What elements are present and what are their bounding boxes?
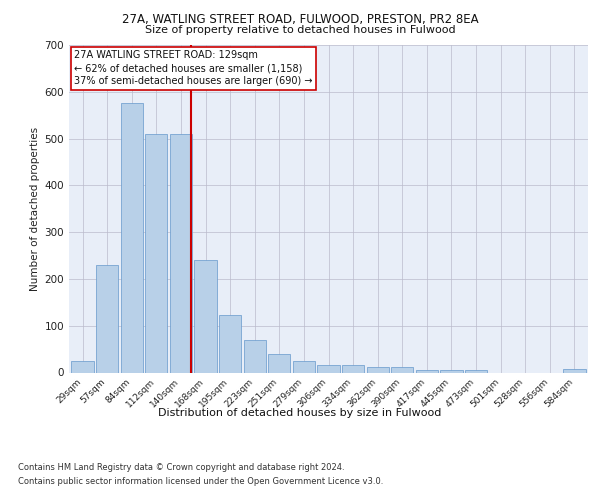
Bar bbox=[293, 361, 315, 372]
Text: Contains HM Land Registry data © Crown copyright and database right 2024.: Contains HM Land Registry data © Crown c… bbox=[18, 462, 344, 471]
Bar bbox=[367, 368, 389, 372]
Bar bbox=[465, 370, 487, 372]
Bar bbox=[440, 370, 463, 372]
Bar bbox=[244, 340, 266, 372]
Bar bbox=[145, 134, 167, 372]
Bar bbox=[268, 354, 290, 372]
Text: 27A WATLING STREET ROAD: 129sqm
← 62% of detached houses are smaller (1,158)
37%: 27A WATLING STREET ROAD: 129sqm ← 62% of… bbox=[74, 50, 313, 86]
Bar bbox=[317, 366, 340, 372]
Bar bbox=[391, 368, 413, 372]
Text: Contains public sector information licensed under the Open Government Licence v3: Contains public sector information licen… bbox=[18, 478, 383, 486]
Bar bbox=[416, 370, 438, 372]
Text: Size of property relative to detached houses in Fulwood: Size of property relative to detached ho… bbox=[145, 25, 455, 35]
Bar bbox=[170, 134, 192, 372]
Bar bbox=[96, 265, 118, 372]
Bar bbox=[71, 361, 94, 372]
Bar bbox=[342, 366, 364, 372]
Text: 27A, WATLING STREET ROAD, FULWOOD, PRESTON, PR2 8EA: 27A, WATLING STREET ROAD, FULWOOD, PREST… bbox=[122, 12, 478, 26]
Bar bbox=[563, 369, 586, 372]
Text: Distribution of detached houses by size in Fulwood: Distribution of detached houses by size … bbox=[158, 408, 442, 418]
Bar bbox=[219, 315, 241, 372]
Bar bbox=[194, 260, 217, 372]
Y-axis label: Number of detached properties: Number of detached properties bbox=[31, 126, 40, 291]
Bar bbox=[121, 104, 143, 372]
